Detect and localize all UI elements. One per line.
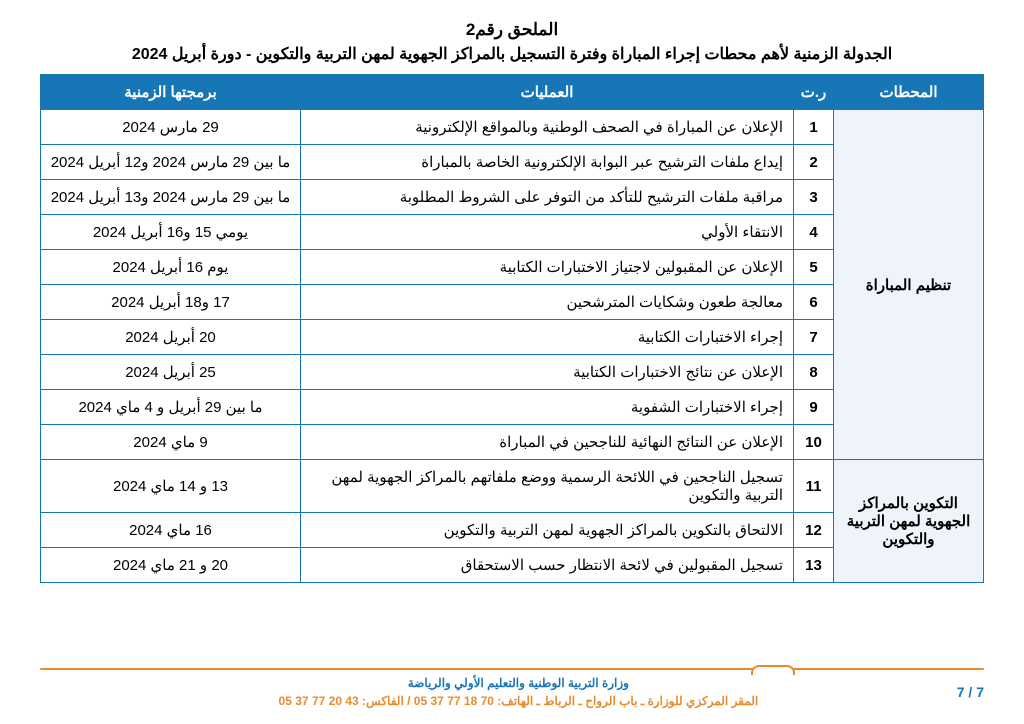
row-num: 6 bbox=[794, 285, 834, 320]
row-op: الإعلان عن النتائج النهائية للناجحين في … bbox=[301, 425, 794, 460]
header-num: ر.ت bbox=[794, 75, 834, 110]
footer-ministry: وزارة التربية الوطنية والتعليم الأولي وا… bbox=[80, 674, 957, 692]
row-time: 9 ماي 2024 bbox=[41, 425, 301, 460]
row-num: 10 bbox=[794, 425, 834, 460]
row-op: الإعلان عن المقبولين لاجتياز الاختبارات … bbox=[301, 250, 794, 285]
row-time: ما بين 29 مارس 2024 و12 أبريل 2024 bbox=[41, 145, 301, 180]
footer-address: المقر المركزي للوزارة ـ باب الرواح ـ الر… bbox=[80, 692, 957, 710]
station-cell-2: التكوين بالمراكز الجهوية لمهن التربية وا… bbox=[834, 460, 984, 583]
row-num: 12 bbox=[794, 513, 834, 548]
row-time: 20 أبريل 2024 bbox=[41, 320, 301, 355]
row-time: 16 ماي 2024 bbox=[41, 513, 301, 548]
row-op: إيداع ملفات الترشيح عبر البوابة الإلكترو… bbox=[301, 145, 794, 180]
footer-divider bbox=[40, 668, 984, 670]
row-time: 29 مارس 2024 bbox=[41, 110, 301, 145]
row-op: تسجيل الناجحين في اللائحة الرسمية ووضع م… bbox=[301, 460, 794, 513]
row-num: 1 bbox=[794, 110, 834, 145]
row-num: 7 bbox=[794, 320, 834, 355]
row-time: يومي 15 و16 أبريل 2024 bbox=[41, 215, 301, 250]
table-row: تنظيم المباراة 1 الإعلان عن المباراة في … bbox=[41, 110, 984, 145]
header-op: العمليات bbox=[301, 75, 794, 110]
header-time: برمجتها الزمنية bbox=[41, 75, 301, 110]
row-op: معالجة طعون وشكايات المترشحين bbox=[301, 285, 794, 320]
row-time: يوم 16 أبريل 2024 bbox=[41, 250, 301, 285]
row-time: 20 و 21 ماي 2024 bbox=[41, 548, 301, 583]
row-num: 9 bbox=[794, 390, 834, 425]
row-op: الالتحاق بالتكوين بالمراكز الجهوية لمهن … bbox=[301, 513, 794, 548]
row-num: 4 bbox=[794, 215, 834, 250]
row-op: إجراء الاختبارات الشفوية bbox=[301, 390, 794, 425]
row-op: إجراء الاختبارات الكتابية bbox=[301, 320, 794, 355]
table-row: التكوين بالمراكز الجهوية لمهن التربية وا… bbox=[41, 460, 984, 513]
footer-text: وزارة التربية الوطنية والتعليم الأولي وا… bbox=[80, 674, 957, 710]
page-number: 7 / 7 bbox=[957, 684, 984, 700]
row-time: ما بين 29 مارس 2024 و13 أبريل 2024 bbox=[41, 180, 301, 215]
row-num: 8 bbox=[794, 355, 834, 390]
row-num: 2 bbox=[794, 145, 834, 180]
row-op: الإعلان عن نتائج الاختبارات الكتابية bbox=[301, 355, 794, 390]
annex-title: الملحق رقم2 bbox=[40, 20, 984, 40]
table-header-row: المحطات ر.ت العمليات برمجتها الزمنية bbox=[41, 75, 984, 110]
row-num: 13 bbox=[794, 548, 834, 583]
row-num: 5 bbox=[794, 250, 834, 285]
row-op: مراقبة ملفات الترشيح للتأكد من التوفر عل… bbox=[301, 180, 794, 215]
row-time: 17 و18 أبريل 2024 bbox=[41, 285, 301, 320]
annex-subtitle: الجدولة الزمنية لأهم محطات إجراء المبارا… bbox=[40, 44, 984, 64]
page-footer: 7 / 7 وزارة التربية الوطنية والتعليم الأ… bbox=[0, 668, 1024, 724]
header-station: المحطات bbox=[834, 75, 984, 110]
station-cell-1: تنظيم المباراة bbox=[834, 110, 984, 460]
row-time: 13 و 14 ماي 2024 bbox=[41, 460, 301, 513]
row-time: ما بين 29 أبريل و 4 ماي 2024 bbox=[41, 390, 301, 425]
schedule-table: المحطات ر.ت العمليات برمجتها الزمنية تنظ… bbox=[40, 74, 984, 583]
row-op: الإعلان عن المباراة في الصحف الوطنية وبا… bbox=[301, 110, 794, 145]
row-num: 3 bbox=[794, 180, 834, 215]
row-num: 11 bbox=[794, 460, 834, 513]
row-time: 25 أبريل 2024 bbox=[41, 355, 301, 390]
row-op: تسجيل المقبولين في لائحة الانتظار حسب ال… bbox=[301, 548, 794, 583]
row-op: الانتقاء الأولي bbox=[301, 215, 794, 250]
